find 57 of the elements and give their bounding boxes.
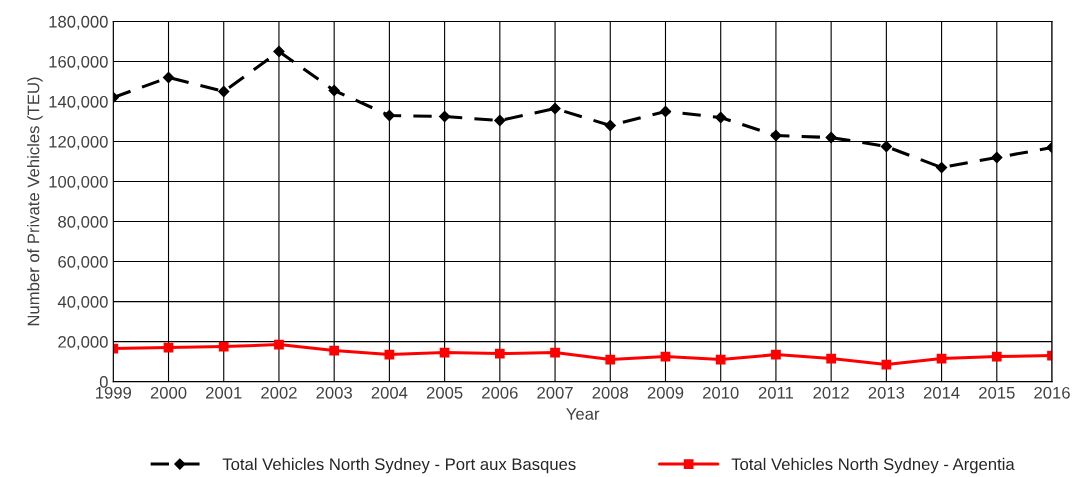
point [991, 351, 1002, 362]
y-tick-label: 80,000 [58, 215, 108, 230]
x-tick-label: 2008 [592, 386, 629, 399]
point [715, 354, 726, 365]
y-tick-label: 140,000 [49, 95, 108, 110]
x-tick-label: 2001 [206, 386, 242, 399]
y-tick-label: 60,000 [58, 255, 108, 270]
y-tick-label: 20,000 [58, 335, 108, 350]
legend-label: Total Vehicles North Sydney - Port aux Basques [222, 457, 576, 474]
point [825, 131, 837, 144]
point [218, 85, 230, 98]
point [273, 45, 285, 58]
x-tick-label: 2009 [647, 386, 684, 399]
x-tick-label: 2013 [868, 386, 905, 399]
point [771, 349, 781, 360]
point [770, 129, 782, 142]
point [991, 151, 1003, 164]
x-tick-label: 2015 [979, 386, 1015, 399]
point [826, 353, 837, 364]
x-axis-title: Year [566, 408, 600, 420]
x-tick-label: 2005 [426, 386, 463, 399]
point [494, 114, 506, 127]
x-tick-label: 2014 [923, 386, 960, 399]
point [328, 84, 340, 97]
y-tick-label: 120,000 [49, 135, 108, 150]
point [935, 161, 948, 174]
legend-label: Total Vehicles North Sydney - Argentia [731, 457, 1015, 474]
y-tick-label: 40,000 [57, 295, 108, 310]
x-tick-label: 2011 [758, 386, 794, 399]
y-tick-label: 0 [99, 376, 108, 388]
x-tick-label: 1999 [96, 386, 132, 399]
x-tick-label: 2000 [150, 386, 187, 399]
point [605, 354, 616, 365]
point [604, 119, 616, 132]
x-tick-label: 2004 [371, 386, 408, 399]
y-axis-title: Number of Private Vehicles (TEU) [27, 77, 43, 326]
point [659, 105, 672, 118]
point [329, 345, 340, 356]
x-tick-label: 2002 [261, 386, 297, 399]
point [439, 110, 451, 123]
point [162, 71, 175, 84]
y-tick-label: 160,000 [49, 55, 108, 70]
point [218, 341, 229, 352]
point [715, 111, 727, 124]
point [550, 347, 560, 358]
point [274, 339, 284, 350]
x-tick-label: 2016 [1034, 386, 1070, 399]
x-tick-label: 2007 [537, 386, 573, 399]
x-tick-label: 2006 [482, 386, 518, 399]
x-tick-label: 2003 [316, 386, 352, 399]
y-tick-label: 100,000 [49, 175, 108, 190]
point [494, 348, 505, 359]
y-tick-label: 180,000 [49, 15, 108, 30]
point [383, 109, 395, 122]
x-tick-label: 2010 [703, 386, 739, 399]
point [549, 102, 561, 115]
x-tick-label: 2012 [813, 386, 849, 399]
